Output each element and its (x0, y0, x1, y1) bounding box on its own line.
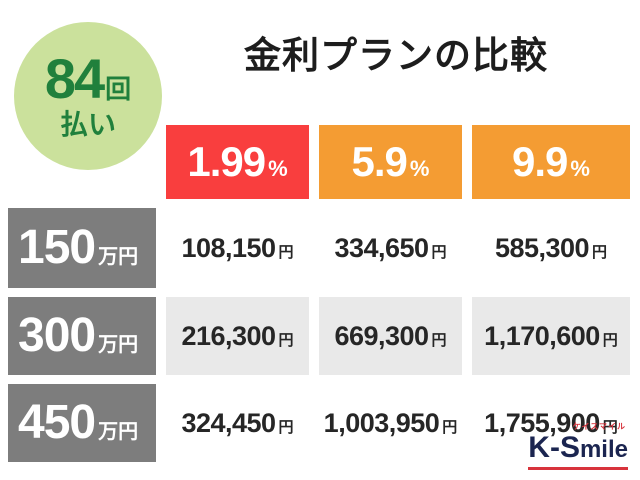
rate-value: 9.9 (512, 138, 568, 185)
payment-value: 108,150 (181, 232, 276, 263)
rate-percent-sign: % (268, 156, 288, 181)
rate-header-2: 5.9 % (319, 125, 462, 199)
payment-cell-450-99: 1,755,900 円 (472, 384, 630, 462)
principal-value: 300 (18, 309, 96, 362)
principal-unit: 万円 (98, 334, 139, 356)
payment-yen-unit: 円 (278, 418, 294, 436)
payment-cell-300-199: 216,300 円 (166, 297, 309, 375)
payment-cell-300-99: 1,170,600 円 (472, 297, 630, 375)
payment-count-line: 84 回 (45, 51, 131, 107)
logo-ruby-text: ケイスマイル (572, 422, 626, 431)
payment-yen-unit: 円 (602, 418, 618, 436)
payment-yen-unit: 円 (431, 243, 447, 261)
comparison-table: 1.99 % 5.9 % 9.9 % 150 万円 108,150 円 334,… (8, 125, 630, 462)
payment-cell-150-99: 585,300 円 (472, 208, 630, 288)
payment-count-unit: 回 (105, 74, 132, 105)
corner-empty-cell (8, 125, 156, 199)
logo-prefix: K-S (528, 431, 580, 464)
logo-suffix: mile (579, 436, 628, 463)
row-label-150: 150 万円 (8, 208, 156, 288)
payment-yen-unit: 円 (278, 331, 294, 349)
rate-percent-sign: % (409, 156, 430, 181)
payment-cell-150-59: 334,650 円 (319, 208, 462, 288)
rate-header-3: 9.9 % (472, 125, 630, 199)
ks-smile-logo: ケイスマイル K-S mile (528, 423, 628, 470)
rate-percent-sign: % (570, 156, 590, 181)
payment-value: 334,650 (334, 232, 429, 263)
principal-unit: 万円 (98, 246, 139, 268)
payment-value: 216,300 (181, 320, 276, 351)
payment-value: 669,300 (334, 320, 429, 351)
rate-value: 1.99 (187, 138, 266, 185)
payment-count-badge: 84 回 払い (14, 22, 162, 170)
payment-yen-unit: 円 (442, 418, 458, 436)
payment-cell-450-59: 1,003,950 円 (319, 384, 462, 462)
payment-value: 1,003,950 (323, 407, 440, 438)
page-title: 金利プランの比較 (244, 35, 548, 76)
payment-value: 1,170,600 (484, 320, 600, 351)
payment-cell-150-199: 108,150 円 (166, 208, 309, 288)
payment-value: 1,755,900 (484, 407, 600, 438)
payment-yen-unit: 円 (602, 331, 618, 349)
payment-count-label: 払い (59, 109, 116, 141)
rate-header-1: 1.99 % (166, 125, 309, 199)
payment-value: 585,300 (494, 232, 590, 263)
payment-cell-300-59: 669,300 円 (319, 297, 462, 375)
payment-count-number: 84 (44, 47, 105, 111)
principal-value: 150 (18, 221, 96, 274)
principal-value: 450 (18, 396, 96, 449)
rate-value: 5.9 (351, 138, 408, 185)
row-label-450: 450 万円 (8, 384, 156, 462)
principal-unit: 万円 (98, 421, 139, 443)
row-label-300: 300 万円 (8, 297, 156, 375)
payment-cell-450-199: 324,450 円 (166, 384, 309, 462)
payment-yen-unit: 円 (431, 331, 447, 349)
payment-value: 324,450 (181, 407, 276, 438)
payment-yen-unit: 円 (592, 243, 608, 261)
payment-yen-unit: 円 (278, 243, 294, 261)
